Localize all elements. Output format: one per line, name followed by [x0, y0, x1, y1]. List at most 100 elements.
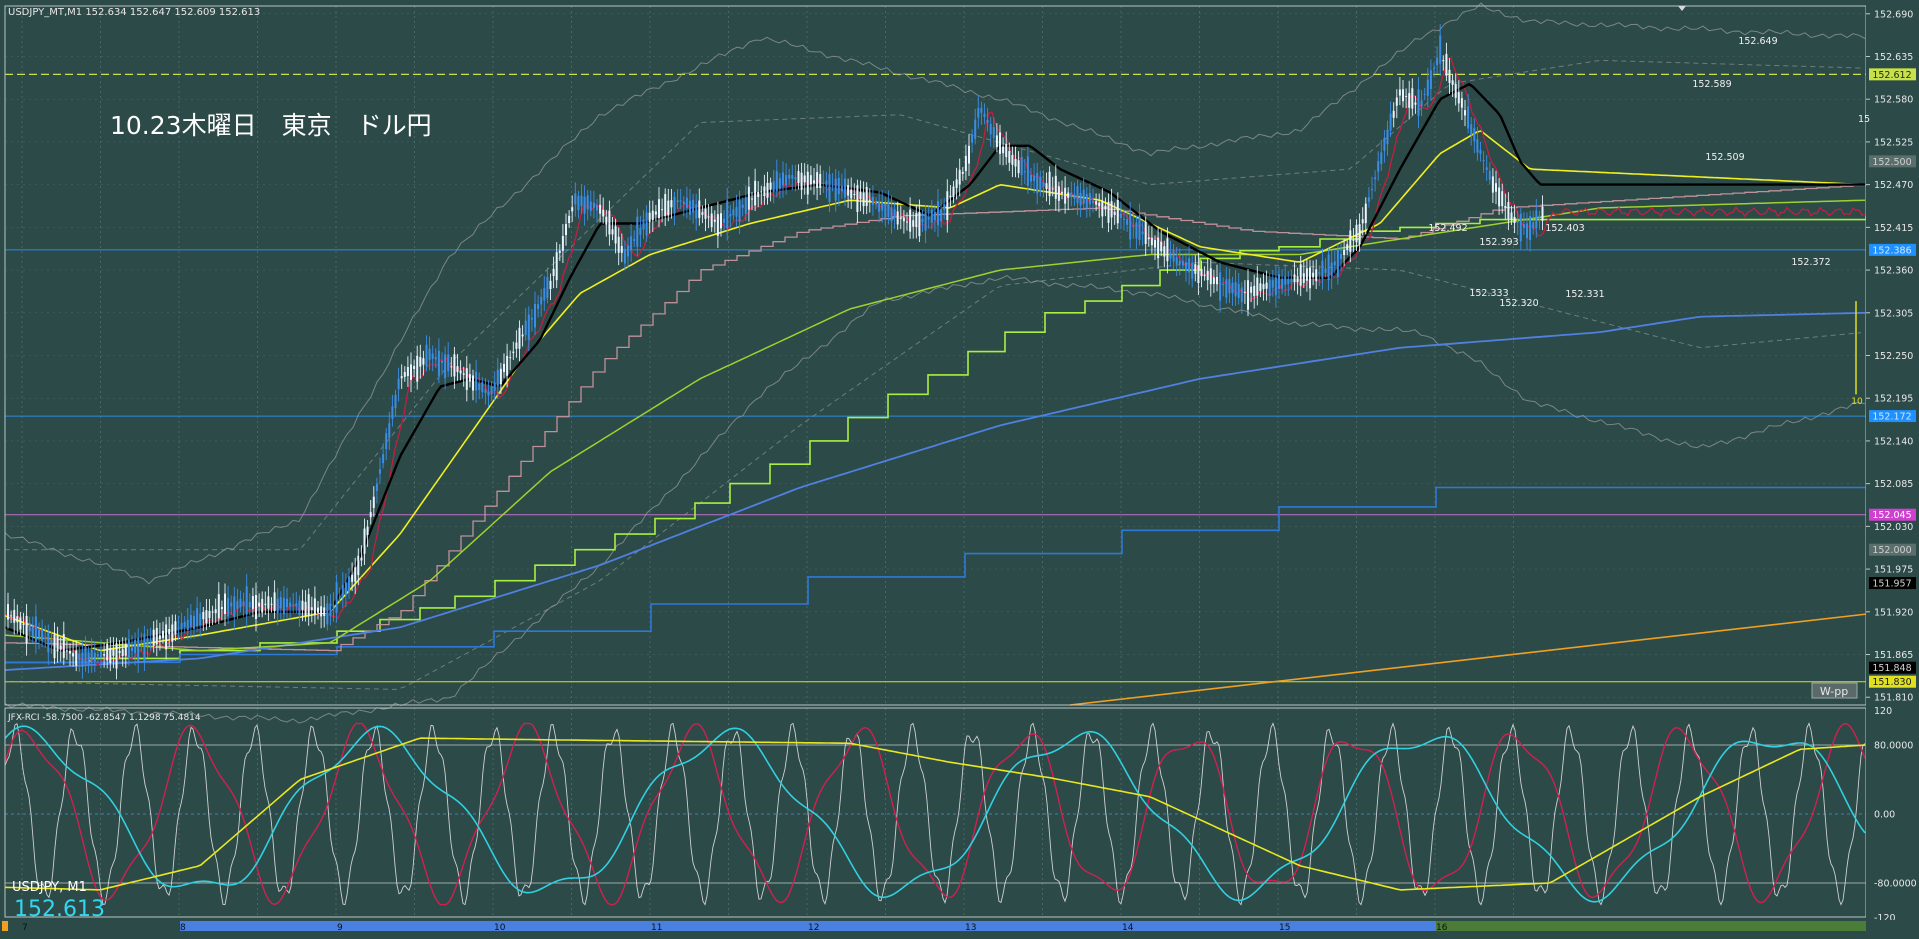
- candle-body: [1395, 97, 1398, 106]
- candle-body: [1414, 102, 1417, 105]
- price-tick-label: 151.920: [1874, 607, 1913, 618]
- candle-body: [1225, 279, 1228, 298]
- candle-body: [906, 221, 908, 223]
- candle-body: [397, 378, 400, 390]
- candle-body: [1030, 174, 1032, 182]
- price-tag-label: 152.045: [1872, 510, 1911, 521]
- candle-body: [757, 191, 760, 198]
- candle-body: [1532, 222, 1535, 229]
- price-tick-label: 152.030: [1874, 522, 1913, 533]
- candle-body: [834, 178, 837, 201]
- candle-body: [1526, 223, 1528, 239]
- candle-body: [1433, 68, 1435, 70]
- candle-body: [109, 648, 112, 664]
- candle-body: [617, 236, 620, 253]
- candle-body: [664, 194, 667, 217]
- candle-body: [447, 354, 450, 372]
- candle-body: [571, 207, 574, 212]
- candle-body: [1312, 272, 1315, 278]
- candle-body: [1271, 280, 1274, 288]
- candle-body: [530, 317, 533, 320]
- candle-body: [1355, 224, 1358, 243]
- candle-body: [1054, 175, 1057, 199]
- candle-body: [1501, 191, 1504, 207]
- candle-body: [896, 211, 899, 225]
- band-lower-2: [4, 261, 1862, 690]
- price-axis: 152.690 152.635 152.580 152.525 152.470 152.4…: [1866, 9, 1917, 924]
- candle-body: [323, 607, 326, 617]
- symbol-price: 152.613: [14, 897, 105, 922]
- time-axis-marker: [2, 921, 8, 931]
- candle-body: [118, 650, 121, 654]
- candle-body: [1386, 129, 1389, 145]
- candle-body: [949, 195, 952, 198]
- candle-body: [667, 200, 670, 216]
- time-tick-label: 8: [180, 923, 186, 933]
- candle-body: [915, 213, 918, 228]
- candle-body: [100, 650, 102, 658]
- candle-body: [1098, 202, 1101, 207]
- candle-body: [106, 643, 109, 661]
- candle-body: [258, 602, 261, 607]
- candle-body: [34, 616, 37, 642]
- candle-body: [1287, 278, 1290, 285]
- candle-body: [81, 652, 84, 667]
- rci-tick-label: -120: [1874, 913, 1896, 924]
- candle-body: [1290, 278, 1293, 283]
- candle-body: [1008, 151, 1011, 163]
- annotation-title: 10.23木曜日 東京 ドル円: [110, 111, 432, 140]
- candle-body: [1436, 57, 1439, 66]
- price-tag: [1869, 155, 1916, 168]
- candle-body: [196, 608, 199, 627]
- candle-body: [220, 606, 223, 610]
- candle-body: [28, 623, 31, 632]
- candle-body: [1045, 183, 1048, 190]
- candle-body: [983, 113, 986, 117]
- price-point-label: 152.333: [1469, 288, 1508, 299]
- candle-body: [382, 454, 385, 464]
- candle-body: [596, 204, 598, 211]
- candle-body: [357, 555, 360, 576]
- candle-body: [1243, 291, 1246, 293]
- candle-body: [791, 175, 794, 179]
- candle-body: [1088, 193, 1091, 205]
- symbol-label: USDJPY, M1: [12, 880, 87, 895]
- candle-body: [25, 615, 28, 644]
- candle-body: [193, 615, 195, 629]
- candle-body: [313, 598, 316, 616]
- candle-body: [1216, 276, 1218, 285]
- candle-body: [484, 389, 487, 393]
- candle-body: [400, 376, 403, 379]
- candle-body: [732, 209, 735, 216]
- candle-body: [87, 652, 90, 665]
- candle-body: [62, 634, 65, 658]
- candle-body: [794, 176, 797, 180]
- candle-body: [1507, 202, 1510, 219]
- candle-body: [933, 211, 936, 221]
- candle-body: [1389, 113, 1392, 131]
- price-tick-label: 152.580: [1874, 95, 1913, 106]
- candle-body: [1073, 194, 1076, 200]
- candle-body: [292, 604, 295, 606]
- candle-body: [165, 624, 168, 650]
- candle-body: [766, 183, 769, 198]
- candle-body: [310, 607, 313, 610]
- candle-body: [372, 496, 375, 508]
- rci-tick-label: -80.0000: [1874, 879, 1917, 890]
- candle-body: [53, 634, 56, 659]
- candle-body: [1051, 188, 1054, 190]
- price-point-label: 152.649: [1738, 36, 1777, 47]
- wpp-button[interactable]: W-pp: [1811, 682, 1858, 699]
- candle-body: [273, 592, 276, 611]
- candle-body: [354, 567, 357, 582]
- candle-body: [620, 245, 623, 253]
- wpp-label: W-pp: [1820, 685, 1848, 698]
- candle-body: [760, 191, 763, 193]
- candle-body: [143, 633, 146, 661]
- candle-body: [499, 368, 502, 385]
- candle-body: [803, 175, 806, 183]
- candle-body: [859, 192, 862, 200]
- candle-body: [431, 353, 434, 359]
